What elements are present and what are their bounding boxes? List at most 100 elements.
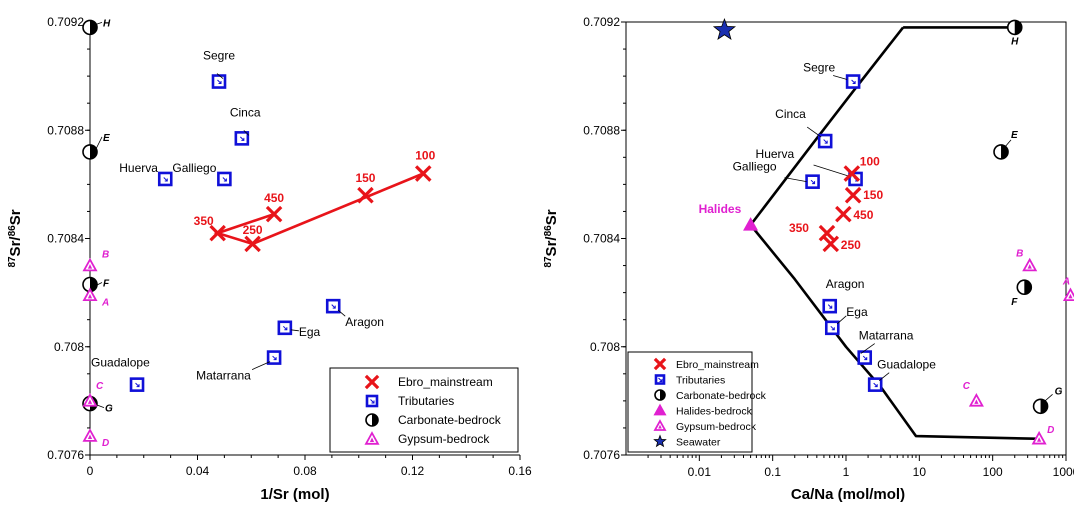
left-tributary-label-cinca: Cinca: [230, 105, 261, 119]
left-carbonate-point-e-fill: [90, 144, 97, 159]
right-carbonate-label-h: H: [1011, 36, 1019, 47]
left-tributary-point-guadalope: [129, 377, 145, 392]
left-tributary-label-huerva: Huerva: [119, 161, 158, 175]
left-carbonate-point-f-fill: [90, 277, 97, 292]
left-legend-marker-gypsum: [364, 431, 380, 445]
right-tributary-point-aragon: [822, 298, 838, 314]
right-legend-label-2: Carbonate-bedrock: [676, 390, 767, 402]
left-x-tick-label: 0.04: [186, 464, 210, 478]
left-carbonate-leader-h: [95, 22, 103, 25]
right-x-tick-label: 1: [843, 465, 850, 479]
right-y-tick-label: 0.7076: [583, 448, 620, 462]
right-carbonate-leader-e: [1004, 139, 1012, 148]
right-ebro-label-100: 100: [860, 155, 880, 169]
right-tributary-leader-guadalope: [878, 372, 890, 381]
right-gypsum-point-c: [968, 393, 984, 407]
left-ebro-point-350-shape: [209, 224, 226, 242]
left-carbonate-label-g: G: [105, 404, 113, 415]
left-legend-label-0: Ebro_mainstream: [398, 375, 493, 389]
left-ebro-label-150: 150: [355, 171, 375, 185]
right-legend-marker-carbonate: [654, 389, 666, 401]
left-gypsum-point-a-inner: [87, 293, 93, 299]
left-gypsum-label-c: C: [96, 381, 104, 392]
right-legend-marker-ebro-shape: [653, 357, 667, 371]
left-carbonate-point-h: [82, 19, 98, 36]
right-tributary-point-guadalope: [867, 377, 883, 392]
right-y-tick-label: 0.708: [590, 340, 620, 354]
left-x-tick-label: 0.16: [508, 464, 532, 478]
left-legend-label-3: Gypsum-bedrock: [398, 432, 490, 446]
right-ebro-point-250: [822, 235, 840, 253]
right-ebro-point-350-shape: [818, 224, 836, 242]
left-x-axis-title: 1/Sr (mol): [260, 486, 329, 503]
left-tributary-point-galliego: [217, 171, 232, 187]
right-tributary-label-guadalope: Guadalope: [877, 358, 936, 372]
right-legend-marker-halides-shape: [653, 403, 667, 416]
right-ebro-point-150-shape: [844, 186, 862, 204]
right-tributary-point-ega: [824, 320, 840, 336]
left-ebro-point-100: [414, 165, 432, 182]
right-ebro-label-450: 450: [853, 208, 873, 222]
left-tributary-point-matarrana-inner: [272, 355, 277, 361]
right-y-axis-title: 87Sr/86Sr: [543, 209, 560, 267]
right-ebro-point-100: [843, 165, 861, 182]
left-legend-marker-carbonate-fill: [372, 414, 378, 426]
left-tributary-point-segre-inner: [217, 79, 222, 85]
left-y-tick-label: 0.7088: [47, 123, 84, 137]
left-carbonate-leader-g: [95, 404, 105, 408]
right-halides-label: Halides: [699, 202, 742, 216]
left-tributary-leader-cinca: [243, 130, 250, 136]
left-legend-marker-ebro-shape: [364, 374, 380, 390]
left-tributary-label-galliego: Galliego: [172, 161, 216, 175]
left-y-tick-label: 0.7084: [47, 232, 84, 246]
right-legend-marker-tributaries-inner: [658, 377, 663, 382]
left-ebro-label-450: 450: [264, 191, 284, 205]
left-legend-marker-tributaries: [365, 394, 379, 408]
right-carbonate-point-e: [993, 144, 1009, 160]
right-ebro-label-150: 150: [863, 188, 883, 202]
left-legend-box: [329, 367, 519, 453]
left-tributary-point-ega: [277, 320, 293, 336]
left-ebro-point-350: [209, 224, 226, 242]
left-carbonate-label-h: H: [103, 18, 111, 29]
right-halides-point: [743, 217, 759, 231]
left-ebro-label-250: 250: [243, 223, 263, 237]
right-legend-label-0: Ebro_mainstream: [676, 359, 759, 371]
right-legend-marker-carbonate-fill: [660, 390, 665, 400]
right-carbonate-point-g-fill: [1040, 399, 1048, 414]
left-carbonate-label-f: F: [103, 279, 110, 290]
right-seawater-point: [712, 17, 736, 40]
left-x-tick-label: 0: [87, 464, 94, 478]
right-ebro-point-350: [818, 224, 836, 242]
left-gypsum-point-b-inner: [87, 264, 93, 269]
right-carbonate-label-g: G: [1055, 386, 1063, 397]
left-panel: 0.7076 0.708 0.7084 0.7088 0.7092 0 0.04 0.08 0.…: [7, 15, 532, 503]
right-halides-point-shape: [743, 217, 759, 231]
right-legend: Ebro_mainstream Tributaries Carbonate-bedr…: [627, 351, 767, 453]
left-tributary-label-ega: Ega: [299, 325, 321, 339]
right-tributary-leader-ega: [837, 315, 847, 325]
right-gypsum-point-b: [1022, 257, 1038, 272]
right-ebro-point-450: [835, 205, 852, 223]
right-legend-marker-seawater: [653, 434, 667, 448]
left-legend-label-2: Carbonate-bedrock: [398, 413, 502, 427]
right-tributary-label-matarrana: Matarrana: [859, 329, 914, 343]
left-tributary-leader-ega: [290, 329, 299, 332]
left-ebro-point-150-shape: [357, 186, 374, 204]
right-gypsum-label-a: A: [1062, 276, 1070, 287]
left-tributary-label-guadalope: Guadalope: [91, 356, 150, 370]
right-ebro-point-250-shape: [822, 235, 840, 253]
left-carbonate-leader-e: [95, 136, 103, 150]
right-gypsum-label-b: B: [1016, 249, 1023, 260]
left-ebro-point-450-shape: [265, 205, 283, 223]
left-tributary-point-galliego-inner: [222, 177, 227, 182]
right-ebro-label-350: 350: [789, 221, 809, 235]
right-tributary-point-matarrana: [857, 350, 873, 365]
right-y-tick-label: 0.7088: [583, 123, 620, 137]
right-ebro-point-450-shape: [835, 205, 852, 223]
right-gypsum-point-a: [1062, 287, 1074, 302]
right-legend-marker-gypsum-inner: [658, 424, 662, 429]
right-tributary-label-segre: Segre: [803, 61, 835, 75]
right-tributary-point-cinca: [817, 133, 833, 149]
left-gypsum-label-a: A: [101, 297, 109, 308]
